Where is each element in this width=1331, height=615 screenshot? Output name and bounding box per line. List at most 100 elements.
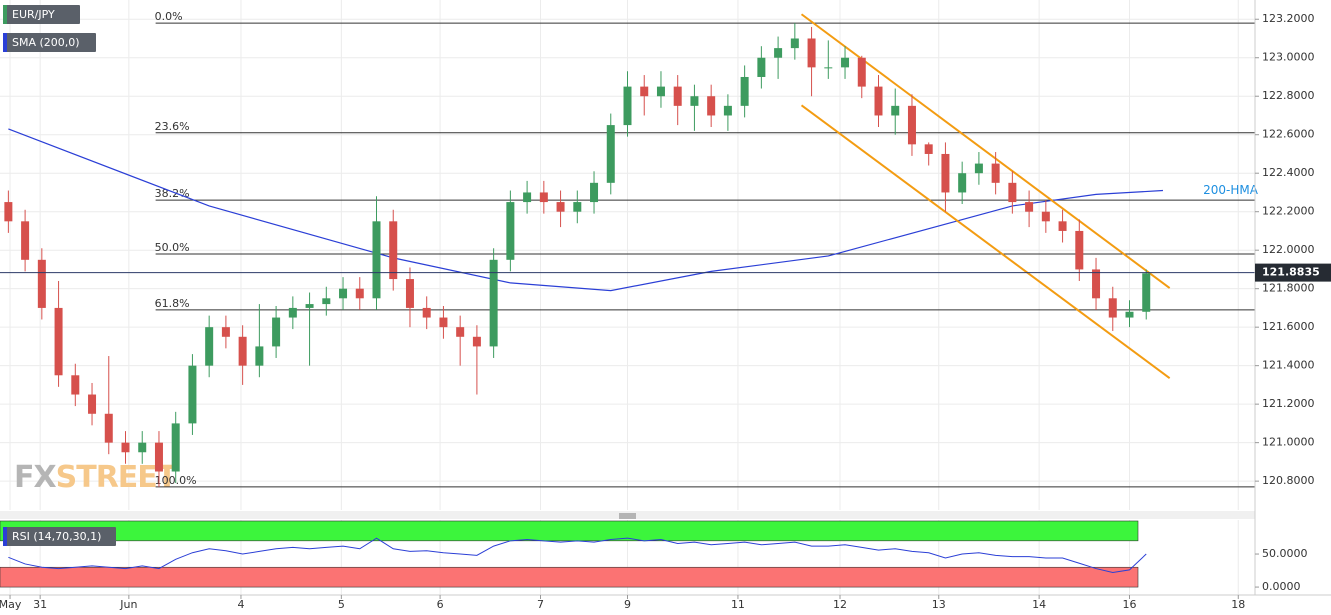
y-tick-label: 120.8000	[1262, 474, 1315, 487]
candle-body	[4, 202, 13, 222]
candle-body	[723, 105, 732, 116]
y-tick-label: 122.2000	[1262, 205, 1315, 218]
candle-body	[974, 163, 983, 174]
candle-body	[472, 336, 481, 347]
y-tick-label: 122.6000	[1262, 128, 1315, 141]
fib-label: 38.2%	[155, 187, 190, 200]
legend-box	[3, 5, 80, 24]
candle-body	[104, 413, 113, 443]
x-tick-label: 9	[624, 598, 631, 611]
candle-body	[1142, 273, 1151, 312]
panel-separator[interactable]	[0, 511, 1255, 519]
y-tick-label: 121.0000	[1262, 436, 1315, 449]
candle-body	[238, 336, 247, 366]
y-tick-label: 123.0000	[1262, 51, 1315, 64]
legend-swatch	[3, 5, 7, 24]
candle-body	[891, 105, 900, 116]
rsi-panel	[0, 520, 1147, 588]
candle-body	[71, 375, 80, 395]
candle-body	[1008, 182, 1017, 203]
candle-body	[790, 38, 799, 49]
channel-line	[800, 104, 1171, 379]
y-tick-label: 123.2000	[1262, 12, 1315, 25]
watermark-part: FX	[14, 460, 56, 495]
candle-body	[958, 173, 967, 193]
candle-body	[907, 105, 916, 145]
candle-body	[757, 57, 766, 77]
y-tick-label: 50.0000	[1262, 547, 1308, 560]
candle-body	[556, 202, 565, 212]
rsi-band	[0, 520, 1139, 542]
candle-body	[489, 259, 498, 347]
candle-body	[389, 221, 398, 280]
y-tick-label: 121.2000	[1262, 397, 1315, 410]
last-price-label: 121.8835	[1262, 266, 1320, 279]
candle-body	[21, 221, 30, 260]
candle-body	[606, 125, 615, 183]
fib-label: 23.6%	[155, 120, 190, 133]
candle-body	[656, 86, 665, 97]
x-tick-label: 16	[1123, 598, 1137, 611]
candle-body	[991, 163, 1000, 183]
last-price-tag	[1255, 263, 1331, 282]
candle-body	[154, 442, 163, 472]
candle-body	[456, 327, 465, 337]
candle-body	[205, 327, 214, 366]
watermark: FXSTREET	[14, 460, 178, 495]
legend-label: RSI (14,70,30,1)	[12, 530, 101, 543]
candle-body	[707, 96, 716, 116]
candle-body	[506, 202, 515, 260]
y-tick-label: 122.0000	[1262, 243, 1315, 256]
legend-box	[3, 527, 116, 546]
candle-body	[857, 57, 866, 87]
fib-label: 50.0%	[155, 241, 190, 254]
y-tick-label: 122.4000	[1262, 166, 1315, 179]
x-tick-label: 4	[237, 598, 244, 611]
candle-body	[272, 317, 281, 347]
candle-body	[171, 423, 180, 472]
candle-body	[1092, 269, 1101, 299]
candle-body	[1025, 202, 1034, 212]
legend-swatch	[3, 33, 7, 52]
legend: EUR/JPY SMA (200,0) RSI (14,70,30,1)	[3, 5, 116, 546]
legend-label: EUR/JPY	[12, 8, 55, 21]
x-tick-label: 5	[338, 598, 345, 611]
sma-line	[8, 128, 1164, 292]
candle-body	[37, 259, 46, 308]
candle-body	[255, 346, 264, 366]
fib-label: 61.8%	[155, 297, 190, 310]
candle-body	[1041, 211, 1050, 222]
candle-body	[439, 317, 448, 328]
candle-body	[740, 76, 749, 106]
candle-body	[339, 288, 348, 299]
x-tick-label: 6	[437, 598, 444, 611]
candle-body	[590, 182, 599, 203]
y-tick-label: 121.8000	[1262, 282, 1315, 295]
x-tick-label: Jun	[119, 598, 137, 611]
candle-body	[941, 153, 950, 193]
candle-body	[1108, 298, 1117, 318]
legend-label: SMA (200,0)	[12, 36, 80, 49]
x-tick-label: May	[0, 598, 22, 611]
candle-body	[121, 442, 130, 453]
candle-body	[305, 304, 314, 308]
candle-body	[221, 327, 230, 337]
candle-body	[924, 144, 933, 154]
candle-body	[807, 38, 816, 68]
candle-body	[1058, 221, 1067, 231]
candle-body	[774, 48, 783, 58]
price-panel: FXSTREET0.0%23.6%38.2%50.0%61.8%100.0%20…	[0, 10, 1259, 495]
x-tick-label: 13	[932, 598, 946, 611]
candle-body	[640, 86, 649, 97]
candle-body	[673, 86, 682, 106]
candle-body	[874, 86, 883, 116]
y-tick-label: 122.8000	[1262, 89, 1315, 102]
candle-body	[690, 96, 699, 106]
candle-body	[355, 288, 364, 299]
candle-body	[188, 365, 197, 424]
rsi-band	[0, 566, 1139, 588]
candle-body	[88, 394, 97, 414]
y-tick-label: 121.4000	[1262, 359, 1315, 372]
x-tick-label: 31	[33, 598, 47, 611]
